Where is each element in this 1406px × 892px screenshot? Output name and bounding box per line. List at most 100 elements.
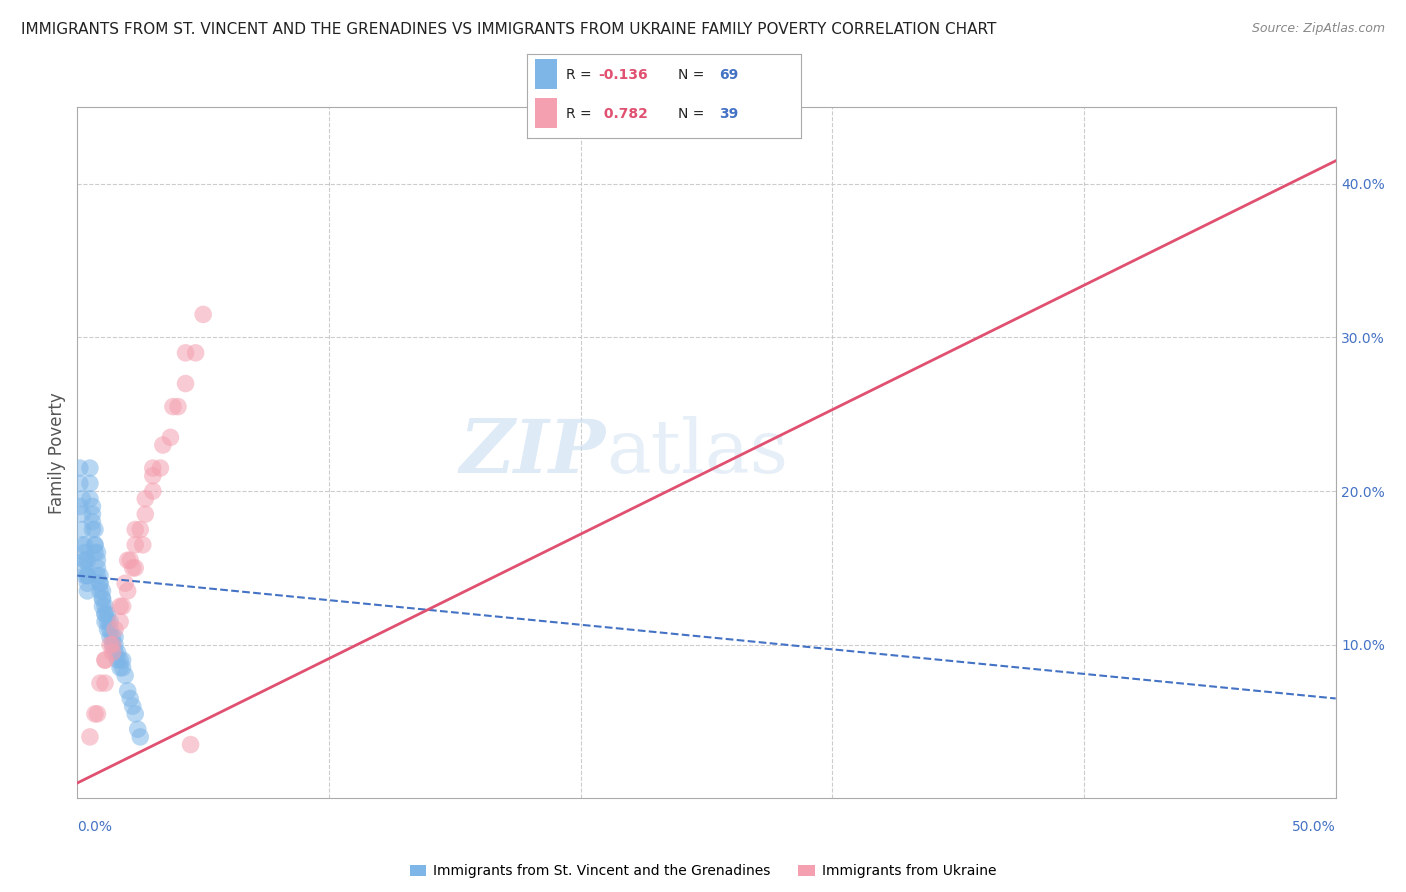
Text: 0.0%: 0.0% — [77, 821, 112, 834]
Point — [89, 583, 111, 598]
Text: 69: 69 — [720, 68, 738, 82]
Point — [121, 699, 143, 714]
Point — [142, 461, 165, 475]
Point — [72, 538, 94, 552]
Point — [114, 576, 136, 591]
Point — [73, 553, 96, 567]
Point — [79, 476, 101, 491]
Point — [111, 661, 134, 675]
Text: 0.782: 0.782 — [599, 107, 647, 120]
Point — [76, 576, 98, 591]
Bar — [536, 98, 557, 128]
Point — [124, 523, 146, 537]
Point — [107, 645, 129, 659]
Point — [79, 730, 101, 744]
Point — [73, 545, 96, 559]
Point — [84, 706, 107, 721]
Legend: Immigrants from St. Vincent and the Grenadines, Immigrants from Ukraine: Immigrants from St. Vincent and the Gren… — [402, 857, 1004, 885]
Point — [73, 568, 96, 582]
Point — [91, 599, 114, 614]
Point — [104, 630, 127, 644]
Point — [117, 553, 139, 567]
Point — [89, 676, 111, 690]
Point — [72, 507, 94, 521]
Point — [167, 400, 190, 414]
Point — [124, 706, 146, 721]
Point — [111, 599, 134, 614]
Point — [101, 630, 124, 644]
Point — [69, 476, 91, 491]
Point — [129, 523, 152, 537]
Point — [82, 500, 104, 514]
Point — [89, 568, 111, 582]
Point — [69, 500, 91, 514]
Text: atlas: atlas — [606, 417, 787, 489]
Point — [107, 653, 129, 667]
Point — [98, 615, 121, 629]
Point — [84, 538, 107, 552]
Point — [91, 591, 114, 606]
Point — [191, 307, 215, 321]
Point — [162, 400, 184, 414]
Point — [91, 591, 114, 606]
Point — [120, 691, 142, 706]
Point — [76, 583, 98, 598]
Point — [124, 538, 146, 552]
Point — [84, 523, 107, 537]
Text: R =: R = — [565, 68, 596, 82]
Point — [149, 461, 172, 475]
Point — [134, 491, 156, 506]
Point — [142, 468, 165, 483]
Point — [89, 576, 111, 591]
Point — [108, 661, 131, 675]
Point — [73, 561, 96, 575]
Point — [79, 491, 101, 506]
Point — [72, 523, 94, 537]
Point — [108, 599, 131, 614]
Point — [69, 461, 91, 475]
Point — [72, 491, 94, 506]
Point — [104, 645, 127, 659]
Y-axis label: Family Poverty: Family Poverty — [48, 392, 66, 514]
Point — [98, 630, 121, 644]
Point — [134, 507, 156, 521]
Point — [79, 461, 101, 475]
Point — [73, 538, 96, 552]
Point — [91, 583, 114, 598]
Point — [82, 515, 104, 529]
Point — [86, 553, 108, 567]
Point — [84, 545, 107, 559]
Point — [121, 561, 143, 575]
Point — [86, 568, 108, 582]
Point — [82, 523, 104, 537]
Point — [96, 623, 118, 637]
Text: IMMIGRANTS FROM ST. VINCENT AND THE GRENADINES VS IMMIGRANTS FROM UKRAINE FAMILY: IMMIGRANTS FROM ST. VINCENT AND THE GREN… — [21, 22, 997, 37]
Point — [114, 668, 136, 682]
Point — [98, 623, 121, 637]
Point — [117, 683, 139, 698]
Point — [101, 645, 124, 659]
Point — [120, 553, 142, 567]
Point — [142, 484, 165, 499]
Text: -0.136: -0.136 — [599, 68, 648, 82]
Point — [124, 561, 146, 575]
Point — [104, 638, 127, 652]
Point — [94, 676, 117, 690]
Point — [86, 706, 108, 721]
Point — [94, 599, 117, 614]
Point — [184, 346, 207, 360]
Point — [111, 653, 134, 667]
Point — [127, 723, 149, 737]
Text: N =: N = — [678, 68, 709, 82]
Point — [180, 738, 202, 752]
Point — [159, 430, 181, 444]
Point — [86, 545, 108, 559]
Point — [76, 553, 98, 567]
Point — [101, 638, 124, 652]
Text: 50.0%: 50.0% — [1292, 821, 1336, 834]
Point — [84, 538, 107, 552]
Point — [82, 507, 104, 521]
Point — [152, 438, 174, 452]
Point — [101, 638, 124, 652]
Text: 39: 39 — [720, 107, 738, 120]
